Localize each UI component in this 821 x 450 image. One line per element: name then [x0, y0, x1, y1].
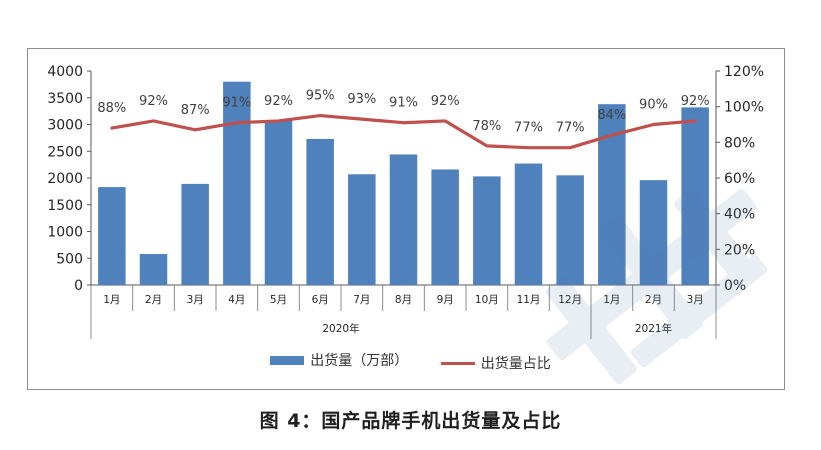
data-label-share: 87%: [181, 103, 210, 118]
chart-svg: 0 500 1000 1500 2000 2500 3000 3500 4000 0% 20% 40%…: [47, 64, 764, 339]
y-tick-label-left: 3500: [47, 91, 83, 107]
bar-shipments: [181, 183, 209, 285]
legend-swatch-line: [440, 361, 475, 365]
y-tick-label-right: 60%: [724, 171, 755, 187]
bar-shipments: [473, 176, 501, 285]
y-tick-label-right: 0%: [724, 278, 746, 294]
data-label-share: 92%: [264, 94, 293, 109]
chart-frame: 0 500 1000 1500 2000 2500 3000 3500 4000 0% 20% 40%…: [27, 48, 785, 390]
data-label-share: 93%: [347, 92, 376, 107]
y-tick-label-right: 100%: [724, 100, 764, 116]
data-label-share: 77%: [556, 121, 585, 136]
x-tick-label: 12月: [558, 294, 582, 306]
x-tick-label: 11月: [517, 294, 541, 306]
x-tick-label: 1月: [103, 294, 120, 306]
y-tick-label-left: 4000: [47, 64, 83, 80]
bar-shipments: [306, 138, 334, 285]
bar-shipments: [681, 107, 709, 285]
x-tick-label: 6月: [312, 294, 329, 306]
y-tick-label-right: 40%: [724, 207, 755, 223]
data-label-share: 88%: [97, 101, 126, 116]
bar-shipments: [431, 169, 459, 285]
x-tick-label: 5月: [270, 294, 287, 306]
bar-shipments: [139, 253, 168, 285]
y-tick-label-left: 0: [74, 278, 83, 294]
chart-legend: 出货量（万部） 出货量占比: [0, 350, 821, 373]
data-label-share: 92%: [431, 94, 460, 109]
data-label-share: 84%: [597, 108, 626, 123]
y-tick-label-left: 1500: [47, 198, 83, 214]
data-label-share: 77%: [514, 121, 543, 136]
y-tick-label-left: 2000: [47, 171, 83, 187]
bar-shipments: [98, 187, 126, 285]
data-label-share: 91%: [389, 96, 418, 111]
x-group-label: 2021年: [635, 322, 672, 335]
data-label-share: 78%: [472, 119, 501, 134]
bar-shipments: [348, 174, 376, 285]
bar-shipments: [389, 154, 418, 285]
bar-shipments: [639, 180, 668, 285]
x-group-label: 2020年: [322, 322, 359, 335]
x-tick-label: 1月: [603, 294, 620, 306]
x-tick-label: 4月: [228, 294, 245, 306]
x-tick-label: 2月: [645, 294, 662, 306]
x-tick-label: 8月: [395, 294, 412, 306]
bar-shipments: [556, 175, 584, 285]
y-tick-label-left: 2500: [47, 144, 83, 160]
legend-label-shipments: 出货量（万部）: [310, 353, 409, 369]
y-tick-label-right: 80%: [724, 135, 755, 151]
x-tick-label: 9月: [437, 294, 454, 306]
bar-shipments: [264, 120, 293, 285]
x-tick-label: 7月: [353, 294, 370, 306]
line-share: [110, 113, 697, 150]
x-tick-label: 2月: [145, 294, 162, 306]
data-label-share: 90%: [639, 98, 668, 113]
y-tick-label-right: 120%: [724, 64, 764, 80]
data-label-share: 95%: [306, 89, 335, 104]
x-tick-label: 10月: [475, 294, 499, 306]
figure-caption: 图 4：国产品牌手机出货量及占比: [259, 410, 562, 432]
bar-shipments: [223, 81, 251, 285]
bar-shipments: [514, 163, 543, 285]
legend-swatch-bar: [270, 355, 305, 365]
legend-item-shipments: 出货量（万部）: [270, 350, 408, 370]
data-label-share: 91%: [222, 96, 251, 111]
y-tick-label-left: 1000: [47, 225, 83, 241]
y-tick-label-left: 500: [56, 251, 83, 267]
legend-label-share: 出货量占比: [480, 356, 551, 372]
data-label-share: 92%: [139, 94, 168, 109]
legend-item-share: 出货量占比: [440, 353, 551, 373]
x-tick-label: 3月: [687, 294, 704, 306]
y-tick-label-left: 3000: [47, 118, 83, 134]
y-tick-label-right: 20%: [724, 242, 755, 258]
data-label-share: 92%: [681, 94, 710, 109]
x-tick-label: 3月: [187, 294, 204, 306]
